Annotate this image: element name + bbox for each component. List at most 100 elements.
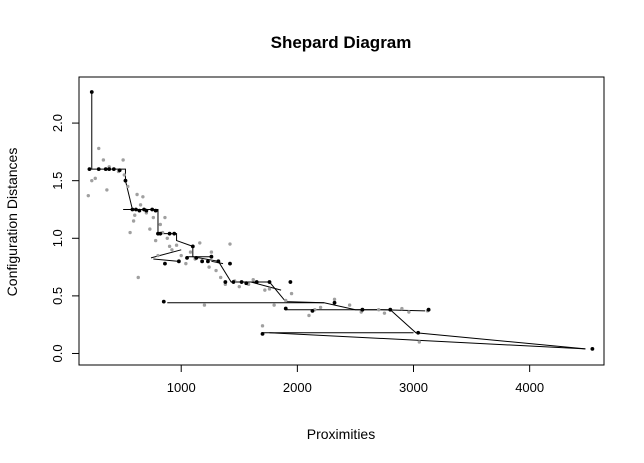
observed-point [219, 275, 223, 280]
observed-point [332, 297, 337, 302]
fitted-point [590, 346, 595, 351]
fitted-point [332, 300, 337, 305]
observed-point [228, 242, 232, 246]
observed-point [163, 215, 167, 220]
observed-point [214, 268, 218, 273]
observed-point [121, 158, 125, 162]
fitted-point [216, 259, 221, 264]
observed-point [188, 250, 193, 254]
fitted-point [153, 208, 158, 213]
observed-point [209, 250, 214, 254]
observed-point [307, 313, 311, 318]
fitted-point [228, 261, 232, 266]
fitted-point [163, 261, 167, 266]
observed-point [417, 340, 422, 344]
fitted-point [89, 90, 94, 94]
y-tick-label: 2.0 [50, 114, 65, 132]
observed-point [93, 176, 97, 181]
fitted-point [416, 330, 421, 335]
observed-point [126, 184, 130, 189]
observed-point [289, 291, 294, 296]
observed-point [267, 287, 272, 291]
fitted-point [200, 259, 205, 264]
x-tick-label: 4000 [515, 380, 544, 395]
fitted-point [254, 280, 259, 284]
observed-point [318, 305, 323, 310]
observed-point [207, 265, 211, 269]
fitted-point [267, 280, 272, 284]
observed-point [128, 230, 132, 235]
observed-point [86, 193, 90, 198]
fit-segments [123, 208, 586, 350]
observed-point [202, 303, 207, 307]
fitted-point [223, 280, 228, 284]
fitted-point [310, 308, 315, 313]
fitted-point [161, 299, 166, 304]
fitted-point [123, 178, 128, 183]
observed-point [184, 261, 188, 266]
observed-point [165, 236, 169, 240]
observed-point [136, 275, 140, 280]
x-axis-label: Proximities [307, 426, 375, 442]
fitted-point [260, 331, 265, 336]
observed-point [131, 219, 136, 223]
fitted-point [111, 167, 116, 172]
observed-point [153, 238, 158, 243]
fitted-point [87, 167, 92, 172]
observed-point [263, 288, 267, 292]
fitted-point [107, 167, 112, 172]
fitted-point [144, 208, 149, 213]
observed-point [284, 298, 288, 303]
observed-point [97, 146, 101, 151]
fit-segment [150, 249, 182, 259]
observed-point [148, 227, 152, 231]
observed-point [156, 253, 160, 258]
fitted-point [360, 307, 365, 312]
y-tick-label: 0.0 [50, 344, 65, 362]
x-tick-label: 2000 [283, 380, 312, 395]
y-axis-label: Configuration Distances [4, 148, 20, 297]
fitted-point [117, 168, 122, 173]
observed-point [167, 244, 172, 249]
fitted-point [130, 207, 135, 212]
fitted-point [150, 207, 155, 212]
fitted-point [209, 254, 214, 259]
fit-segment [269, 332, 586, 350]
x-tick-label: 1000 [167, 380, 196, 395]
fitted-point [194, 255, 199, 260]
fitted-point [185, 255, 189, 260]
observed-point [382, 311, 387, 315]
observed-point [400, 306, 404, 311]
observed-point [90, 178, 94, 183]
observed-point [101, 158, 106, 162]
observed-point [407, 310, 411, 314]
fit-segment [153, 258, 179, 262]
y-tick-label: 1.5 [50, 172, 65, 190]
observed-point [347, 303, 352, 307]
observed-point [105, 188, 109, 192]
chart-title: Shepard Diagram [271, 33, 412, 52]
observed-point [141, 195, 145, 199]
fitted-point [172, 231, 177, 236]
fitted-point [239, 280, 244, 284]
fitted-point [244, 281, 249, 286]
fitted-point [283, 306, 288, 311]
y-tick-label: 0.5 [50, 287, 65, 305]
fitted-point [288, 280, 293, 284]
fitted-point [176, 259, 181, 264]
observed-point [179, 253, 183, 258]
fitted-point [426, 307, 431, 312]
observed-point [135, 192, 139, 197]
fitted-point [137, 208, 142, 213]
observed-point [151, 215, 156, 220]
fitted-points [87, 90, 595, 351]
fitted-point [167, 231, 172, 236]
observed-point [376, 308, 381, 312]
fitted-point [231, 280, 236, 284]
observed-point [237, 284, 241, 289]
x-tick-label: 3000 [399, 380, 428, 395]
y-tick-label: 1.0 [50, 229, 65, 247]
fitted-point [190, 244, 195, 249]
observed-point [170, 248, 174, 252]
